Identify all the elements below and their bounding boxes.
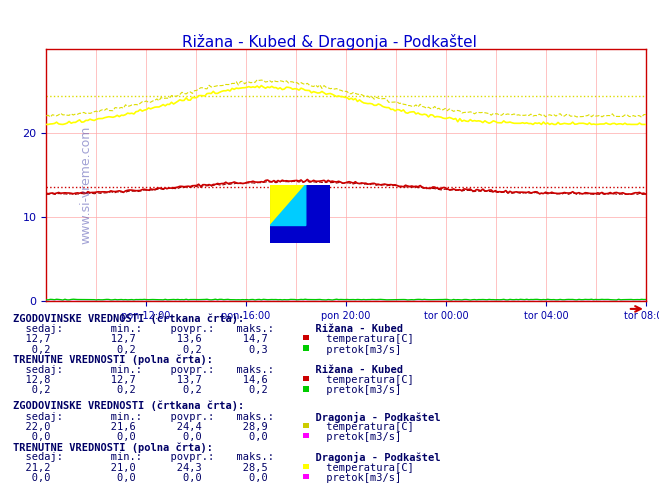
Text: ZGODOVINSKE VREDNOSTI (črtkana črta):: ZGODOVINSKE VREDNOSTI (črtkana črta):	[13, 401, 244, 412]
Text: Rižana - Kubed & Dragonja - Podkaštel: Rižana - Kubed & Dragonja - Podkaštel	[182, 34, 477, 50]
Text: sedaj:: sedaj:	[13, 365, 63, 375]
Text: Dragonja - Podkaštel: Dragonja - Podkaštel	[303, 412, 441, 423]
Text: 0,2: 0,2	[13, 345, 51, 355]
Text: 28,9: 28,9	[224, 422, 268, 432]
Text: temperatura[C]: temperatura[C]	[320, 463, 413, 473]
Text: pretok[m3/s]: pretok[m3/s]	[320, 385, 401, 396]
Text: 21,6: 21,6	[92, 422, 136, 432]
Text: min.:: min.:	[92, 452, 142, 463]
Text: temperatura[C]: temperatura[C]	[320, 334, 413, 345]
Text: 0,2: 0,2	[92, 385, 136, 396]
Text: 28,5: 28,5	[224, 463, 268, 473]
Text: 0,0: 0,0	[13, 473, 51, 483]
Text: maks.:: maks.:	[224, 324, 274, 334]
Text: povpr.:: povpr.:	[158, 365, 214, 375]
Text: 22,0: 22,0	[13, 422, 51, 432]
Text: 13,6: 13,6	[158, 334, 202, 345]
Text: maks.:: maks.:	[224, 365, 274, 375]
Text: 21,0: 21,0	[92, 463, 136, 473]
Text: min.:: min.:	[92, 365, 142, 375]
Text: pretok[m3/s]: pretok[m3/s]	[320, 473, 401, 483]
Polygon shape	[270, 185, 306, 226]
Text: min.:: min.:	[92, 324, 142, 334]
Text: TRENUTNE VREDNOSTI (polna črta):: TRENUTNE VREDNOSTI (polna črta):	[13, 355, 213, 365]
Text: 0,0: 0,0	[158, 432, 202, 442]
Text: Dragonja - Podkaštel: Dragonja - Podkaštel	[303, 452, 441, 464]
Text: 0,2: 0,2	[13, 385, 51, 396]
Text: povpr.:: povpr.:	[158, 452, 214, 463]
Text: 0,0: 0,0	[224, 473, 268, 483]
Text: 14,7: 14,7	[224, 334, 268, 345]
Text: 12,7: 12,7	[92, 334, 136, 345]
Text: TRENUTNE VREDNOSTI (polna črta):: TRENUTNE VREDNOSTI (polna črta):	[13, 442, 213, 453]
Text: temperatura[C]: temperatura[C]	[320, 375, 413, 385]
Text: 0,0: 0,0	[224, 432, 268, 442]
Text: 12,8: 12,8	[13, 375, 51, 385]
Text: temperatura[C]: temperatura[C]	[320, 422, 413, 432]
Text: min.:: min.:	[92, 412, 142, 422]
Text: sedaj:: sedaj:	[13, 412, 63, 422]
Text: 12,7: 12,7	[13, 334, 51, 345]
Polygon shape	[270, 185, 306, 226]
Text: pretok[m3/s]: pretok[m3/s]	[320, 432, 401, 442]
Text: 24,4: 24,4	[158, 422, 202, 432]
Text: 0,3: 0,3	[224, 345, 268, 355]
Text: 0,0: 0,0	[13, 432, 51, 442]
Text: 21,2: 21,2	[13, 463, 51, 473]
Text: 13,7: 13,7	[158, 375, 202, 385]
Text: sedaj:: sedaj:	[13, 324, 63, 334]
Text: maks.:: maks.:	[224, 412, 274, 422]
Text: povpr.:: povpr.:	[158, 324, 214, 334]
Text: 14,6: 14,6	[224, 375, 268, 385]
Text: 0,2: 0,2	[158, 385, 202, 396]
Text: pretok[m3/s]: pretok[m3/s]	[320, 345, 401, 355]
Text: www.si-vreme.com: www.si-vreme.com	[79, 125, 92, 244]
Text: 0,0: 0,0	[92, 432, 136, 442]
Text: 0,0: 0,0	[92, 473, 136, 483]
Text: 0,2: 0,2	[224, 385, 268, 396]
Text: 0,2: 0,2	[92, 345, 136, 355]
Text: Rižana - Kubed: Rižana - Kubed	[303, 324, 403, 334]
Text: 12,7: 12,7	[92, 375, 136, 385]
Text: ZGODOVINSKE VREDNOSTI (črtkana črta):: ZGODOVINSKE VREDNOSTI (črtkana črta):	[13, 313, 244, 324]
Text: 0,0: 0,0	[158, 473, 202, 483]
Text: 0,2: 0,2	[158, 345, 202, 355]
Text: sedaj:: sedaj:	[13, 452, 63, 463]
Text: Rižana - Kubed: Rižana - Kubed	[303, 365, 403, 375]
Text: 24,3: 24,3	[158, 463, 202, 473]
Text: maks.:: maks.:	[224, 452, 274, 463]
Text: povpr.:: povpr.:	[158, 412, 214, 422]
